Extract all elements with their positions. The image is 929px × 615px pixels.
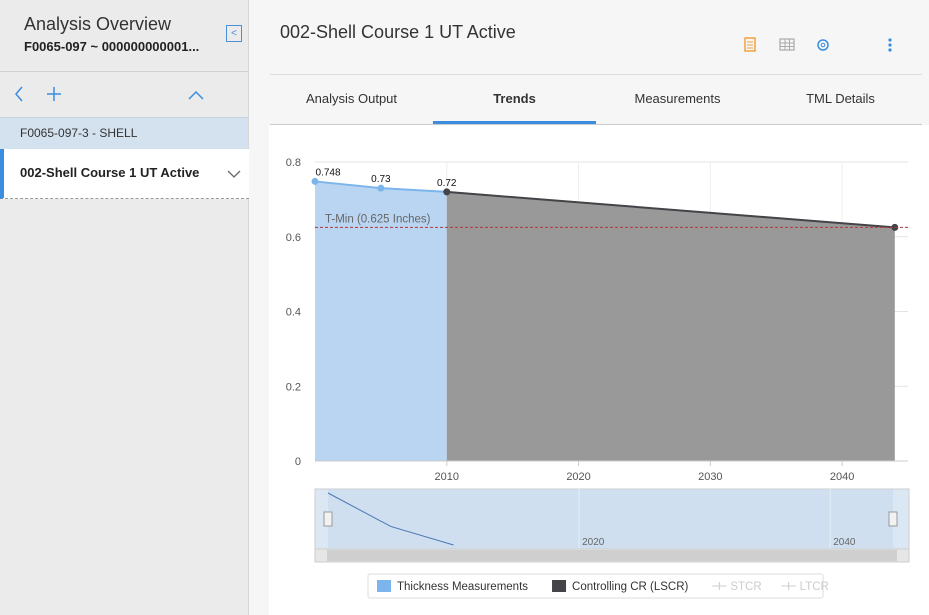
collapse-up-button[interactable] <box>188 90 204 100</box>
y-tick-label: 0.6 <box>286 232 301 244</box>
area <box>315 181 447 461</box>
tree-item-label: 002-Shell Course 1 UT Active <box>20 165 200 180</box>
chart: 0 0.2 0.4 0.6 0.8 2010 2020 2030 2040 0.748 0.73 0.… <box>269 125 929 615</box>
toolbar-icons <box>15 86 204 102</box>
navigator-handle[interactable] <box>888 511 898 527</box>
tree-item[interactable]: F0065-097-3 - SHELL <box>0 117 248 149</box>
more-menu[interactable] <box>888 38 892 52</box>
navigator-tick-label: 2020 <box>582 537 605 548</box>
scrollbar-thumb[interactable] <box>327 550 897 561</box>
navigator-line <box>327 492 454 546</box>
tab[interactable]: Trends <box>433 75 596 124</box>
legend-box <box>367 573 824 599</box>
x-tick-label: 2040 <box>830 471 854 483</box>
x-tick-label: 2020 <box>566 471 590 483</box>
tab[interactable]: TML Details <box>806 91 875 106</box>
data-label: 0.748 <box>315 167 340 178</box>
point <box>443 188 451 196</box>
toolbar <box>0 71 248 118</box>
expand-icon <box>227 170 241 178</box>
legend-swatch <box>552 580 567 592</box>
point <box>311 177 319 185</box>
navigator-selection <box>328 489 893 549</box>
data-label: 0.72 <box>437 178 457 189</box>
x-tick-label: 2030 <box>698 471 722 483</box>
sidebar-subtitle: F0065-097 ~ 000000000001... <box>24 39 200 54</box>
y-tick-label: 0.2 <box>286 381 301 393</box>
calculator-icon[interactable] <box>744 37 756 52</box>
legend-label[interactable]: Thickness Measurements <box>397 581 528 593</box>
tree-item-selected[interactable]: 002-Shell Course 1 UT Active <box>0 149 249 199</box>
data-label: 0.73 <box>371 174 391 185</box>
table-icon[interactable] <box>779 38 795 51</box>
point <box>891 223 899 231</box>
page-title: 002-Shell Course 1 UT Active <box>280 22 516 42</box>
line <box>446 190 895 229</box>
legend-swatch <box>377 580 391 592</box>
tab[interactable]: Analysis Output <box>305 91 398 106</box>
legend-label[interactable]: STCR <box>730 581 761 593</box>
legend-label[interactable]: Controlling CR (LSCR) <box>572 581 688 593</box>
y-tick-label: 0 <box>295 456 301 468</box>
point <box>377 184 385 192</box>
legend-label[interactable]: LTCR <box>800 581 829 593</box>
sidebar: Analysis Overview F0065-097 ~ 0000000000… <box>0 0 249 615</box>
x-tick-label: 2010 <box>435 471 459 483</box>
add-button[interactable] <box>47 87 61 101</box>
y-tick-label: 0.4 <box>286 307 301 319</box>
legend: Thickness Measurements Controlling CR (LS… <box>367 573 829 599</box>
header-icons <box>744 37 892 52</box>
area <box>446 191 895 461</box>
legend-symbol <box>781 582 796 590</box>
y-tick-label: 0.8 <box>286 157 301 169</box>
tab[interactable]: Measurements <box>634 91 721 106</box>
legend-symbol <box>712 582 727 590</box>
threshold-label: T-Min (0.625 Inches) <box>325 213 431 225</box>
collapse-button[interactable]: < <box>226 25 242 42</box>
back-button[interactable] <box>15 86 23 102</box>
sidebar-title: Analysis Overview <box>24 14 172 34</box>
tab-bar: Analysis Output Trends Measurements TML Det… <box>270 74 922 125</box>
navigator-handle[interactable] <box>323 511 333 527</box>
settings-icon[interactable] <box>817 39 829 51</box>
navigator-tick-label: 2040 <box>833 537 856 548</box>
